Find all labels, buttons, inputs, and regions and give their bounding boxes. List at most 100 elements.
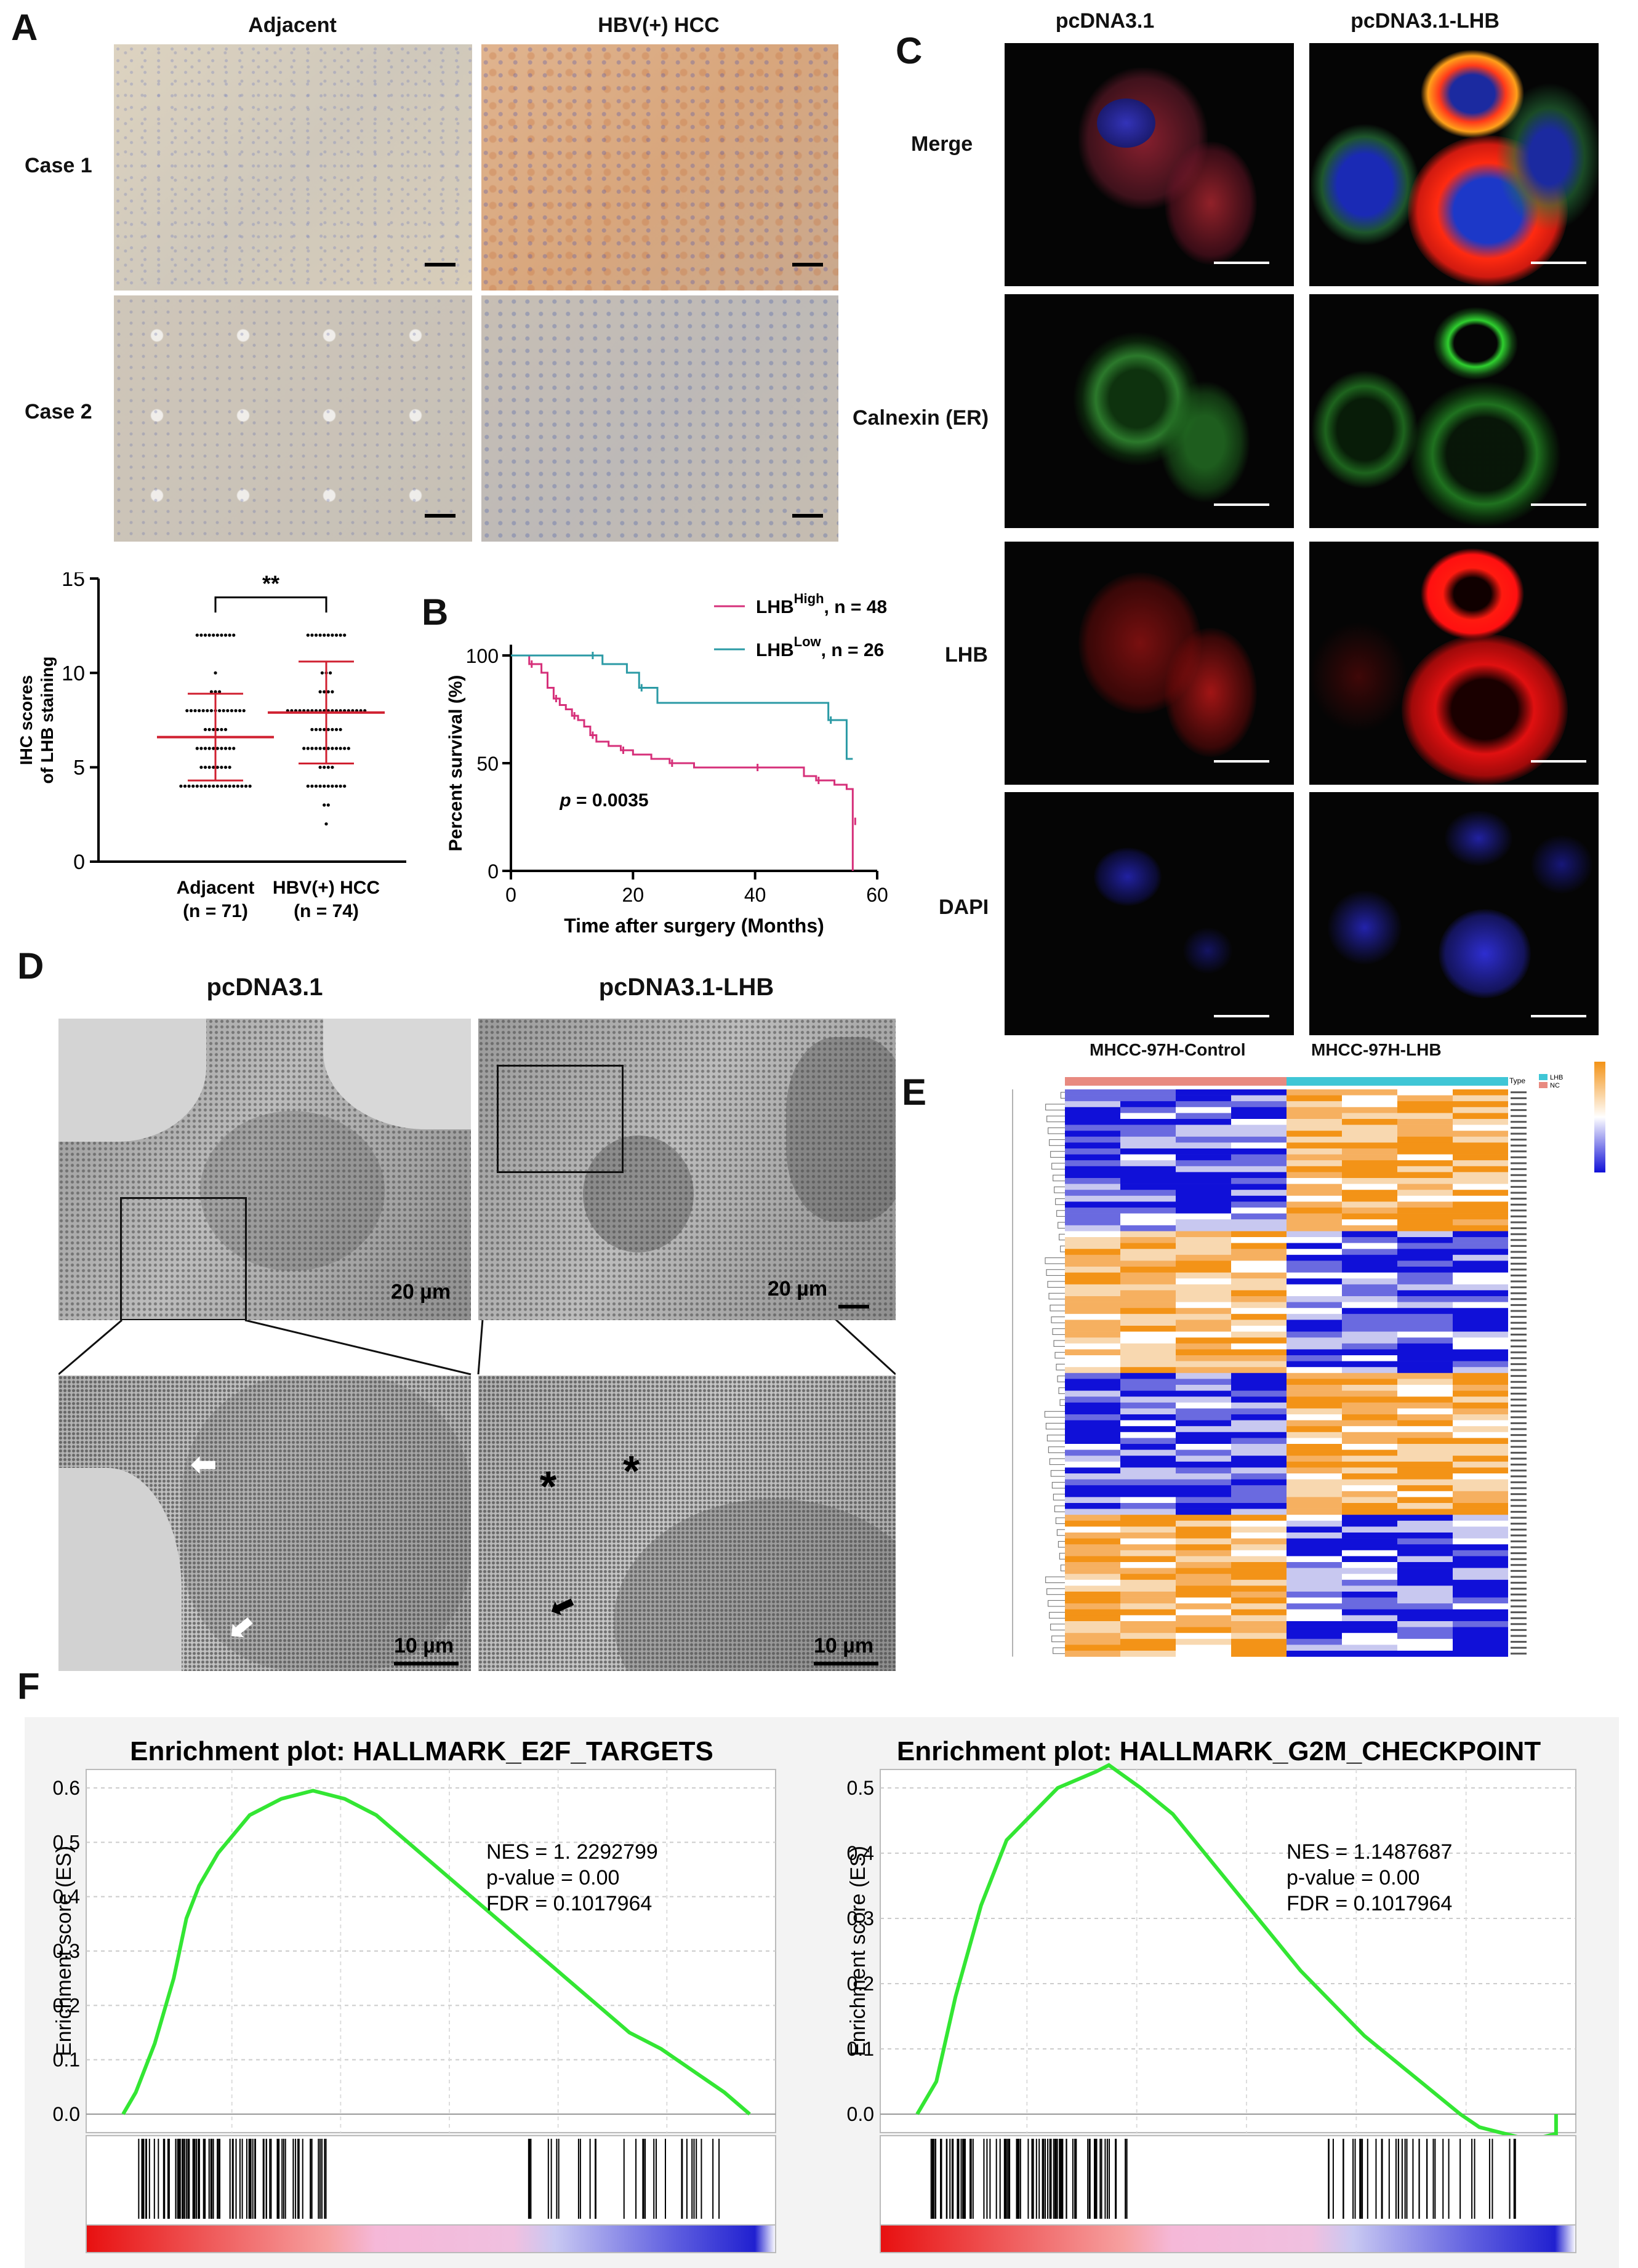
heatmap-cell bbox=[1342, 1520, 1397, 1527]
heatmap-cell bbox=[1397, 1361, 1453, 1368]
heatmap-cell bbox=[1065, 1556, 1120, 1563]
em-zoom-box-lhb bbox=[497, 1065, 624, 1173]
heatmap-cell bbox=[1287, 1651, 1342, 1657]
y-axis-label: IHC scores of LHB staining bbox=[17, 657, 57, 784]
heatmap-cell bbox=[1453, 1585, 1508, 1592]
heatmap-cell bbox=[1065, 1095, 1120, 1102]
heatmap-cell bbox=[1065, 1449, 1120, 1456]
heatmap-cell bbox=[1065, 1231, 1120, 1238]
heatmap-cell bbox=[1397, 1627, 1453, 1633]
heatmap-cell bbox=[1397, 1113, 1453, 1120]
data-point bbox=[248, 784, 252, 788]
legend-item: LHB bbox=[1550, 1074, 1563, 1081]
data-point bbox=[199, 633, 203, 637]
heatmap-cell bbox=[1231, 1579, 1287, 1586]
heatmap-cell bbox=[1231, 1372, 1287, 1379]
heatmap-cell bbox=[1065, 1190, 1120, 1196]
heatmap-cell bbox=[1065, 1367, 1120, 1374]
data-point bbox=[198, 709, 201, 713]
asterisk-mark: * bbox=[623, 1447, 640, 1495]
heatmap-cell bbox=[1397, 1254, 1453, 1261]
heatmap-cell bbox=[1287, 1190, 1342, 1196]
heatmap-cell bbox=[1397, 1520, 1453, 1527]
data-point bbox=[212, 727, 215, 731]
enrichment-curve bbox=[121, 1789, 751, 2116]
heatmap-cell bbox=[1120, 1237, 1176, 1243]
data-point bbox=[334, 747, 339, 750]
heatmap-cell bbox=[1065, 1302, 1120, 1308]
heatmap-cell bbox=[1120, 1172, 1176, 1179]
heatmap-cell bbox=[1231, 1497, 1287, 1504]
heatmap-cell bbox=[1397, 1603, 1453, 1610]
heatmap-cell bbox=[1397, 1101, 1453, 1108]
data-point bbox=[318, 766, 322, 769]
heatmap-cell bbox=[1397, 1208, 1453, 1214]
heatmap-cell bbox=[1176, 1615, 1231, 1622]
data-point bbox=[310, 784, 314, 788]
data-point bbox=[209, 690, 213, 694]
data-point bbox=[334, 784, 339, 788]
gsea-chart-g2m: Enrichment plot: HALLMARK_G2M_CHECKPOINT… bbox=[846, 1736, 1576, 2253]
heatmap-cell bbox=[1176, 1420, 1231, 1427]
heatmap-cell bbox=[1176, 1272, 1231, 1279]
heatmap-cell bbox=[1397, 1556, 1453, 1563]
dendrogram-branch bbox=[1048, 1127, 1065, 1134]
heatmap-cell bbox=[1231, 1195, 1287, 1202]
heatmap-cell bbox=[1453, 1479, 1508, 1486]
legend-item: NC bbox=[1550, 1082, 1560, 1089]
heatmap-cell bbox=[1397, 1538, 1453, 1545]
heatmap-cell bbox=[1397, 1515, 1453, 1521]
heatmap-cell bbox=[1120, 1119, 1176, 1125]
heatmap-cell bbox=[1176, 1633, 1231, 1640]
heatmap-cell bbox=[1342, 1491, 1397, 1497]
heatmap-group-control: MHCC-97H-Control bbox=[1090, 1040, 1246, 1059]
significance-bracket bbox=[214, 596, 327, 613]
dendrogram-branch bbox=[1046, 1115, 1065, 1123]
dendrogram-branch bbox=[1054, 1505, 1065, 1512]
heatmap-cell bbox=[1287, 1260, 1342, 1267]
heatmap-cell bbox=[1287, 1136, 1342, 1143]
heatmap-cell bbox=[1453, 1184, 1508, 1190]
heatmap-cell bbox=[1120, 1349, 1176, 1356]
data-point bbox=[232, 784, 236, 788]
dendrogram-branch bbox=[1053, 1340, 1065, 1347]
heatmap-cell bbox=[1397, 1237, 1453, 1243]
heatmap-cell bbox=[1453, 1296, 1508, 1302]
heatmap-cell bbox=[1453, 1526, 1508, 1533]
data-point bbox=[244, 784, 248, 788]
x-tick-label: 60 bbox=[866, 884, 888, 906]
y-tick-label: 0.1 bbox=[847, 2038, 874, 2060]
heatmap-cell bbox=[1231, 1095, 1287, 1102]
heatmap-cell bbox=[1065, 1372, 1120, 1379]
heatmap-cell bbox=[1065, 1219, 1120, 1226]
data-point bbox=[191, 784, 195, 788]
heatmap-cell bbox=[1342, 1326, 1397, 1332]
heatmap-cell bbox=[1342, 1556, 1397, 1563]
heatmap-cell bbox=[1176, 1254, 1231, 1261]
fluo-lhb-lhb bbox=[1309, 542, 1599, 785]
heatmap-cell bbox=[1287, 1131, 1342, 1137]
heatmap-cell bbox=[1397, 1414, 1453, 1421]
heatmap-cell bbox=[1342, 1379, 1397, 1385]
fluo-header-ctrl: pcDNA3.1 bbox=[1055, 9, 1155, 33]
heatmap-cell bbox=[1453, 1101, 1508, 1108]
heatmap-cell bbox=[1287, 1485, 1342, 1492]
heatmap-cell bbox=[1287, 1313, 1342, 1320]
heatmap-cell bbox=[1397, 1131, 1453, 1137]
heatmap-cell bbox=[1120, 1190, 1176, 1196]
dendrogram-branch bbox=[1045, 1422, 1065, 1430]
x-tick-label: 20 bbox=[622, 884, 644, 906]
gsea-title: Enrichment plot: HALLMARK_E2F_TARGETS bbox=[130, 1736, 713, 1766]
heatmap-cell bbox=[1397, 1638, 1453, 1645]
heatmap-cell bbox=[1397, 1390, 1453, 1397]
heatmap-cell bbox=[1342, 1119, 1397, 1125]
heatmap-cell bbox=[1287, 1396, 1342, 1403]
heatmap-cell bbox=[1120, 1337, 1176, 1344]
heatmap-cell bbox=[1176, 1290, 1231, 1297]
em-header-ctrl: pcDNA3.1 bbox=[206, 974, 323, 1001]
heatmap-cell bbox=[1231, 1390, 1287, 1397]
heatmap-cell bbox=[1342, 1337, 1397, 1344]
heatmap-cell bbox=[1176, 1414, 1231, 1421]
data-point bbox=[203, 784, 207, 788]
fluo-merge-lhb bbox=[1309, 43, 1599, 286]
